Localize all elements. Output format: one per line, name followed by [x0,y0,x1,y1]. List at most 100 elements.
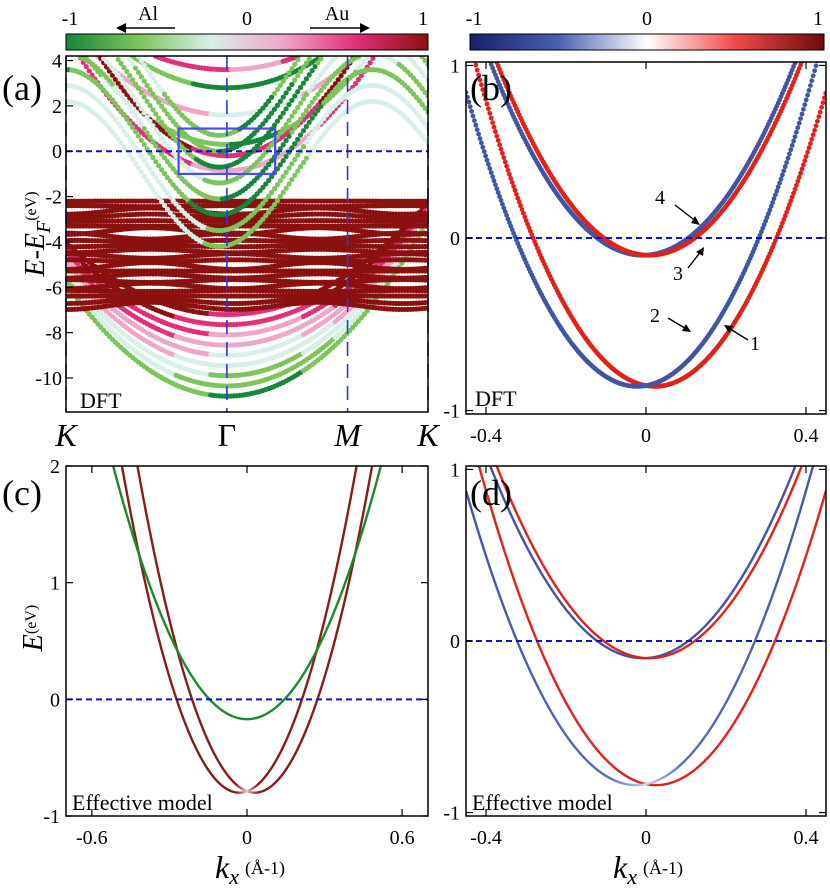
band-dot [132,97,139,103]
band-dot [292,156,298,163]
band-dot [132,160,139,167]
band-dot [147,166,153,172]
band-dot [130,108,136,115]
band-dot [115,80,121,86]
band-dot [280,158,286,164]
band-dot [341,69,347,75]
band-dot [280,173,286,180]
band-dot [358,315,364,321]
band-dot [280,142,286,148]
band-dot [292,172,298,178]
band-dot [127,120,133,126]
band-dot [300,112,307,118]
band-dot [141,126,147,132]
band-dot [361,311,367,317]
band-dot [286,165,292,171]
band-dot [132,113,139,119]
band-dot [295,120,301,127]
band-dot [364,56,370,61]
band-dot [132,144,139,151]
band-dot [144,130,150,136]
band-dot [147,182,153,188]
band-dot [286,181,292,187]
al-arrowhead-icon [116,23,126,33]
band-dot [297,116,304,122]
band-dot [109,72,115,78]
band-dot [138,105,144,112]
band-dot [141,157,147,164]
al-arrow-label: Al [138,3,158,25]
band-dot [144,114,150,120]
colorbar-left-mid-label: 0 [242,8,252,30]
band-dot [141,173,147,179]
band-dot [138,121,144,127]
band-dot [355,76,362,83]
band-dot [367,60,373,66]
colorbar-right-mid-label: 0 [642,8,652,30]
band-dot [300,159,307,166]
band-dot [121,88,127,94]
band-dot [127,136,133,142]
band-dot [83,63,89,70]
band-dot [295,104,301,111]
band-dot [86,68,92,74]
band-dot [297,132,304,138]
band-dot [138,137,144,143]
au-arrowhead-icon [360,23,370,33]
band-dot [135,101,141,107]
band-dot [361,59,367,65]
band-dot [127,88,133,95]
band-dot [112,76,118,82]
band-dot [338,73,344,79]
band-dot [135,165,141,171]
colorbar-right: -1 0 1 [466,8,825,51]
colorbar-left-min-label: -1 [62,8,79,30]
band-dot [141,141,147,148]
colorbar-right-min-label: -1 [466,8,483,30]
band-dot [138,153,144,159]
band-dot [295,168,301,174]
band-dot [135,117,141,123]
band-dot [289,129,295,135]
band-dot [130,140,136,146]
band-dot [289,145,295,151]
band-dot [286,133,292,139]
panel-a-data [66,56,428,399]
band-dot [370,56,376,61]
band-dot [147,134,153,140]
band-dot [130,156,136,162]
band-dot [295,152,301,158]
band-dot [289,161,295,167]
band-dot [138,169,144,175]
colorbar-left-max-label: 1 [418,8,428,30]
band-dot [384,281,391,287]
band-dot [127,152,133,158]
band-dot [127,104,133,110]
band-dot [289,177,295,183]
band-dot [283,153,289,160]
band-dot [292,109,298,115]
band-dot [358,62,364,68]
band-dot [300,96,307,102]
band-dot [300,143,307,150]
band-dot [280,189,286,195]
band-dot [364,308,370,314]
band-dot [295,136,301,142]
band-dot [335,77,341,83]
band-dot [292,141,298,147]
band-dot [280,126,286,132]
band-dot [286,117,292,124]
colorbar-right-gradient [469,33,825,51]
band-dot [147,118,153,124]
band-dot [135,133,141,139]
band-dot [141,110,147,116]
band-dot [297,164,304,170]
band-dot [144,178,150,184]
band-dot [144,162,150,168]
band-dot [283,137,289,144]
band-dot [283,122,289,128]
band-dot [292,125,298,131]
band-dot [118,84,124,90]
